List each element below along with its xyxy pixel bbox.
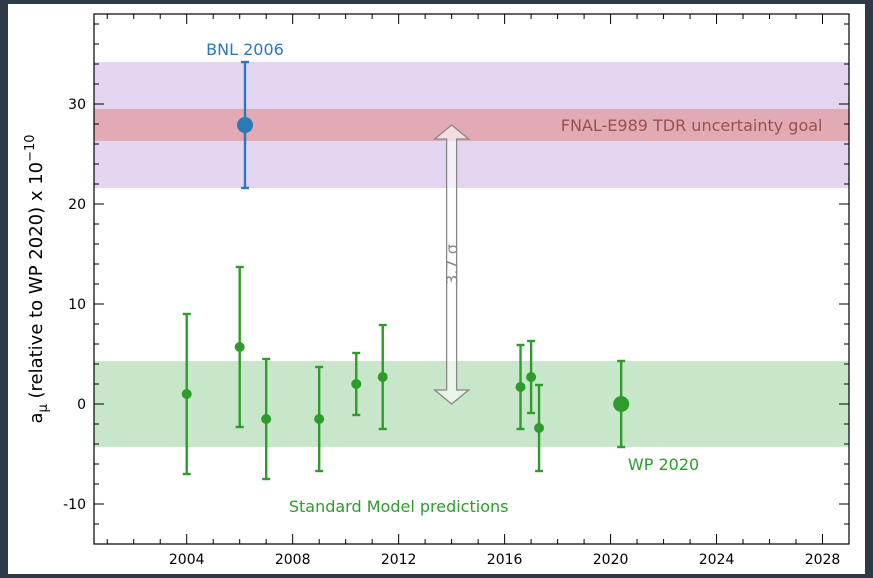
wp-band — [94, 361, 849, 447]
data-point — [314, 414, 325, 424]
chart: 2004 2008 2012 2016 2020 2024 2028 -10 0 10 20 30 aμ… — [23, 13, 850, 568]
data-point — [534, 423, 545, 433]
y-tick-label: 0 — [77, 397, 86, 413]
x-tick-label: 2016 — [487, 552, 523, 568]
x-tick-label: 2004 — [169, 552, 205, 568]
y-tick-label: 20 — [68, 197, 86, 213]
x-tick-label: 2028 — [805, 552, 841, 568]
data-point — [613, 396, 630, 412]
x-tick-label: 2024 — [699, 552, 735, 568]
data-point — [377, 372, 388, 382]
y-axis-label: aμ (relative to WP 2020) x 10−10 — [23, 134, 51, 423]
data-point — [351, 379, 362, 389]
x-tick-label: 2008 — [275, 552, 311, 568]
sigma-label: 3.7 σ — [443, 244, 462, 285]
sigma-arrow — [432, 124, 471, 405]
fnal-label: FNAL-E989 TDR uncertainty goal — [561, 116, 823, 135]
data-point — [515, 382, 526, 392]
sm-label: Standard Model predictions — [289, 497, 509, 516]
figure-frame: 2004 2008 2012 2016 2020 2024 2028 -10 0 10 20 30 aμ… — [8, 4, 865, 574]
x-tick-label: 2020 — [593, 552, 629, 568]
y-tick-label: -10 — [63, 497, 86, 513]
data-point — [181, 389, 192, 399]
data-point — [237, 117, 253, 133]
plot-frame — [93, 13, 850, 545]
fnal-band — [94, 109, 849, 141]
wp-label: WP 2020 — [628, 455, 699, 474]
x-tick-label: 2012 — [381, 552, 417, 568]
data-point — [261, 414, 272, 424]
data-point — [234, 342, 245, 352]
y-tick-label: 30 — [68, 97, 86, 113]
data-point — [526, 372, 537, 382]
bnl-label: BNL 2006 — [206, 40, 284, 59]
y-tick-label: 10 — [68, 297, 86, 313]
